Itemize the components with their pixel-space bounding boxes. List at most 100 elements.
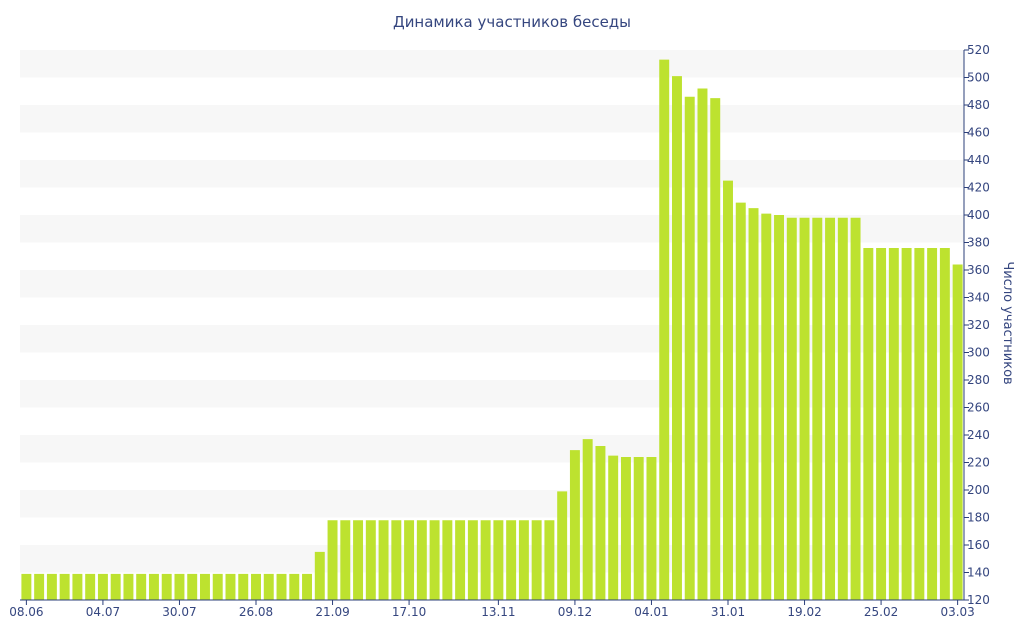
bar — [876, 248, 887, 600]
bar — [212, 573, 223, 601]
bar — [723, 180, 733, 601]
x-tick-label: 26.08 — [239, 605, 273, 619]
bar — [429, 520, 440, 600]
bar — [110, 573, 121, 601]
bar — [710, 98, 721, 601]
chart-title: Динамика участников беседы — [392, 13, 632, 31]
y-tick-label: 160 — [967, 538, 990, 552]
x-tick-label: 25.02 — [864, 605, 898, 619]
bar — [46, 573, 57, 601]
y-tick-label: 140 — [967, 566, 990, 580]
bar — [72, 573, 83, 601]
y-tick-label: 440 — [967, 153, 990, 167]
bar — [59, 573, 70, 601]
bar — [442, 520, 453, 600]
bar — [404, 520, 415, 600]
bar — [238, 573, 249, 601]
bar — [569, 450, 580, 601]
bar — [672, 76, 682, 601]
y-tick-label: 340 — [967, 291, 990, 305]
y-tick-label: 200 — [967, 483, 990, 497]
bar — [455, 520, 466, 600]
grid-band — [20, 325, 964, 353]
bar — [888, 248, 899, 600]
bar — [761, 213, 772, 601]
y-tick-label: 260 — [967, 401, 990, 415]
bar — [825, 217, 836, 600]
bar — [148, 573, 159, 601]
grid-band — [20, 380, 964, 408]
bar — [276, 573, 287, 601]
grid-band — [20, 50, 964, 78]
grid-band — [20, 545, 964, 573]
bar — [608, 455, 619, 601]
grid-bands — [20, 50, 964, 573]
x-axis: 08.06 04.07 30.07 26.08 21.09 17.10 13.11 09.12… — [9, 599, 975, 619]
bar — [659, 59, 670, 601]
bar — [161, 573, 172, 601]
bar — [684, 96, 695, 600]
y-axis: 120 140 160 180 200 220 240 260 280 300 320 340 360 3… — [963, 43, 990, 607]
bars — [21, 59, 963, 601]
grid-band — [20, 160, 964, 188]
y-tick-label: 280 — [967, 373, 990, 387]
bar — [34, 573, 45, 601]
grid-band — [20, 270, 964, 298]
bar — [225, 573, 236, 601]
bar — [174, 573, 185, 601]
bar — [378, 520, 389, 600]
x-tick-label: 21.09 — [315, 605, 349, 619]
y-tick-label: 180 — [967, 511, 990, 525]
x-tick-label: 30.07 — [162, 605, 196, 619]
y-tick-label: 320 — [967, 318, 990, 332]
bar — [518, 520, 529, 600]
bar — [748, 208, 759, 601]
y-tick-label: 360 — [967, 263, 990, 277]
y-axis-title: Число участников — [1000, 261, 1015, 384]
bar — [263, 573, 274, 601]
bar — [506, 520, 517, 600]
bar — [123, 573, 134, 601]
y-tick-label: 520 — [967, 43, 990, 57]
bar — [850, 217, 861, 600]
bar — [531, 520, 542, 600]
grid-band — [20, 105, 964, 133]
y-tick-label: 240 — [967, 428, 990, 442]
y-tick-label: 300 — [967, 346, 990, 360]
bar — [544, 520, 555, 600]
bar — [697, 88, 708, 600]
bar — [136, 573, 147, 601]
bar — [595, 446, 606, 600]
x-tick-label: 04.07 — [86, 605, 120, 619]
bar — [786, 217, 797, 600]
bar — [582, 439, 593, 601]
bar — [620, 457, 631, 600]
bar — [837, 217, 848, 600]
bar — [85, 573, 96, 601]
y-tick-label: 460 — [967, 126, 990, 140]
bar — [340, 520, 351, 600]
bar — [97, 573, 108, 601]
x-tick-label: 13.11 — [481, 605, 515, 619]
bar — [863, 248, 874, 600]
bar — [493, 520, 504, 600]
bar — [557, 491, 568, 601]
bar — [812, 217, 823, 600]
grid-band — [20, 435, 964, 463]
bar — [927, 248, 938, 600]
bar — [365, 520, 376, 600]
grid-band — [20, 215, 964, 243]
bar — [480, 520, 491, 600]
bar — [327, 520, 338, 600]
bar — [200, 573, 210, 601]
y-tick-label: 120 — [967, 593, 990, 607]
y-tick-label: 220 — [967, 456, 990, 470]
bar — [21, 573, 32, 601]
x-tick-label: 08.06 — [9, 605, 43, 619]
bar — [289, 573, 300, 601]
bar — [353, 520, 364, 600]
x-tick-label: 09.12 — [558, 605, 592, 619]
bar — [646, 457, 657, 600]
bar — [302, 573, 312, 601]
